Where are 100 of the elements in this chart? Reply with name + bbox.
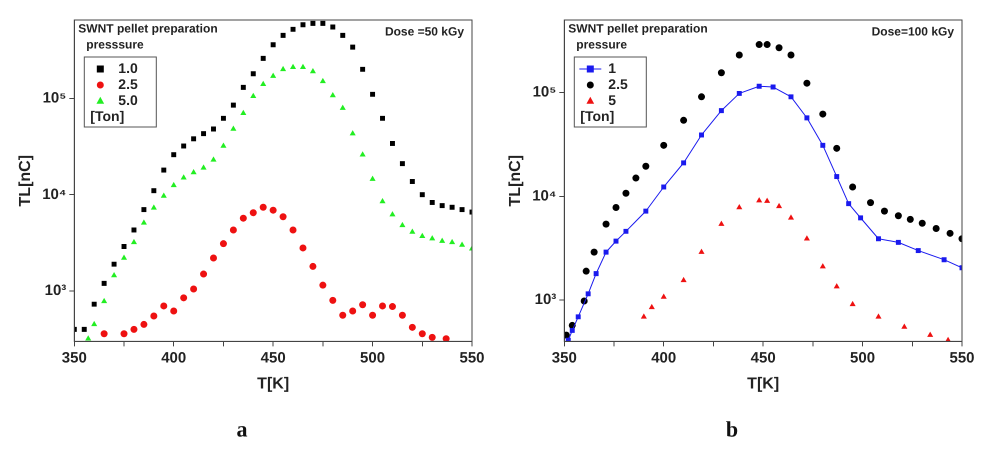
point	[901, 324, 908, 329]
point	[150, 204, 157, 210]
point	[680, 276, 687, 282]
point	[280, 32, 286, 38]
point	[430, 200, 435, 205]
point	[756, 197, 762, 202]
point	[623, 228, 628, 234]
point	[614, 238, 618, 244]
point	[120, 254, 128, 260]
point	[319, 282, 326, 289]
point	[428, 334, 436, 341]
point	[681, 160, 686, 166]
point	[459, 242, 466, 247]
point	[270, 42, 276, 48]
point	[340, 32, 346, 38]
point	[680, 116, 688, 124]
point	[736, 52, 743, 58]
point	[150, 312, 158, 320]
point	[102, 280, 107, 286]
point	[576, 314, 581, 320]
point	[290, 226, 297, 234]
point	[82, 326, 87, 332]
point	[330, 92, 336, 98]
point	[270, 72, 276, 78]
point	[310, 68, 316, 74]
point	[130, 238, 137, 244]
point	[300, 22, 306, 28]
legend-label: 1.0	[118, 60, 138, 76]
point	[360, 66, 366, 72]
point	[122, 244, 126, 249]
point	[736, 204, 742, 210]
point	[718, 69, 725, 76]
x-tick-label: 450	[260, 350, 286, 367]
point	[622, 190, 630, 197]
annotation: [Ton]	[580, 108, 614, 124]
point	[260, 56, 266, 61]
point	[419, 232, 426, 238]
annotation: Dose=100 kGy	[872, 24, 954, 38]
point	[290, 26, 296, 32]
point	[200, 164, 207, 170]
legend-title: SWNT pellet preparation presssure	[78, 21, 218, 52]
point	[112, 262, 117, 267]
point	[776, 44, 783, 52]
point	[833, 144, 840, 152]
point	[590, 248, 598, 256]
point	[141, 207, 146, 212]
point	[280, 66, 286, 72]
x-tick-label: 450	[750, 350, 776, 367]
annotation: Dose =50 kGy	[384, 24, 464, 38]
point	[389, 211, 396, 216]
point	[604, 250, 609, 255]
point	[349, 308, 356, 315]
y-tick-label: 10³	[44, 282, 66, 300]
point	[130, 326, 138, 333]
point	[849, 183, 856, 190]
point	[918, 220, 926, 227]
point	[230, 126, 236, 131]
point	[131, 228, 136, 232]
point	[210, 156, 217, 162]
point	[896, 240, 901, 245]
point	[350, 130, 356, 136]
legend-label: 5.0	[118, 92, 138, 108]
point	[160, 302, 168, 310]
point	[803, 80, 810, 87]
point	[450, 204, 455, 210]
x-tick-label: 350	[552, 350, 577, 367]
point	[170, 182, 177, 188]
point	[300, 64, 306, 70]
point	[350, 44, 356, 50]
point	[440, 203, 445, 208]
point	[320, 20, 326, 26]
point	[880, 208, 888, 215]
point	[340, 104, 346, 110]
point	[942, 257, 947, 262]
point	[906, 216, 914, 223]
point	[927, 332, 934, 337]
point	[764, 41, 771, 48]
point	[120, 330, 128, 338]
x-tick-label: 550	[459, 350, 485, 367]
point	[91, 320, 98, 326]
point	[220, 240, 227, 248]
point	[661, 184, 666, 190]
point	[602, 220, 610, 228]
point	[834, 174, 840, 180]
legend-title: SWNT pellet preparation pressure	[568, 21, 708, 52]
point	[632, 174, 640, 182]
point	[388, 303, 396, 310]
point	[660, 294, 667, 299]
point	[260, 204, 267, 211]
point	[408, 324, 416, 331]
point	[270, 206, 277, 214]
point	[280, 213, 287, 220]
point	[867, 199, 874, 206]
point	[200, 270, 208, 278]
point	[230, 226, 237, 234]
point	[211, 126, 216, 132]
point	[180, 294, 188, 302]
y-tick-label: 10⁵	[532, 84, 556, 101]
point	[776, 202, 782, 208]
point	[320, 78, 326, 84]
